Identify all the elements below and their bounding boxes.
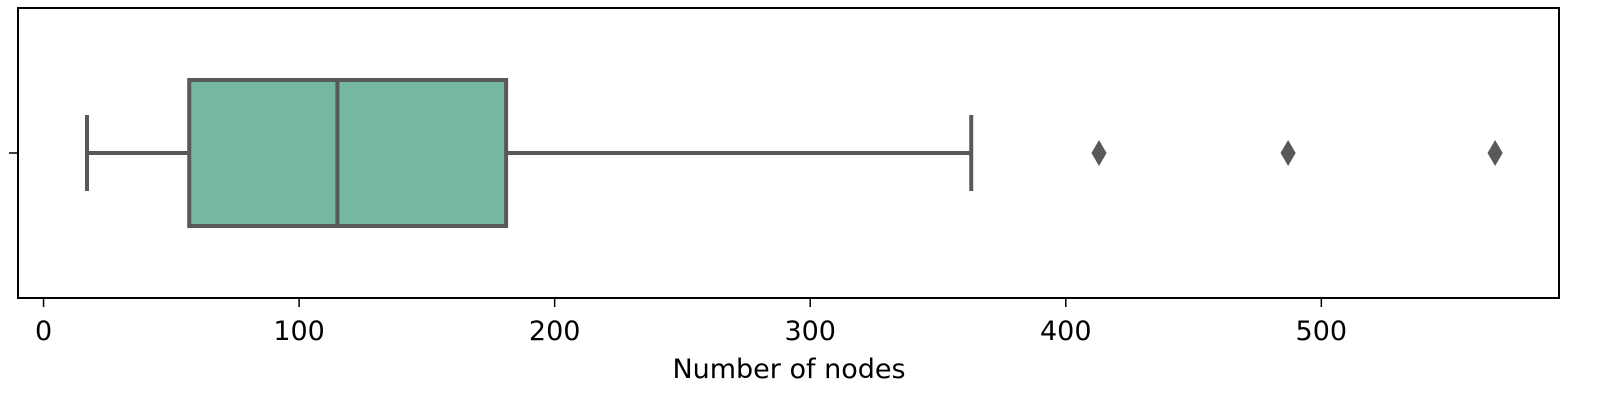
x-tick-label: 500 — [1296, 316, 1348, 347]
x-tick-label: 100 — [273, 316, 325, 347]
outlier-point — [1091, 140, 1107, 166]
x-axis-title: Number of nodes — [672, 354, 905, 385]
interquartile-box — [187, 78, 509, 228]
x-tick-label: 300 — [784, 316, 836, 347]
outlier-point — [1280, 140, 1296, 166]
plot-area: 0 100 200 300 400 500 — [9, 7, 1560, 347]
outlier-point — [1487, 140, 1503, 166]
x-tick-label: 200 — [529, 316, 581, 347]
x-tick-label: 0 — [35, 316, 52, 347]
x-tick-label: 400 — [1040, 316, 1092, 347]
